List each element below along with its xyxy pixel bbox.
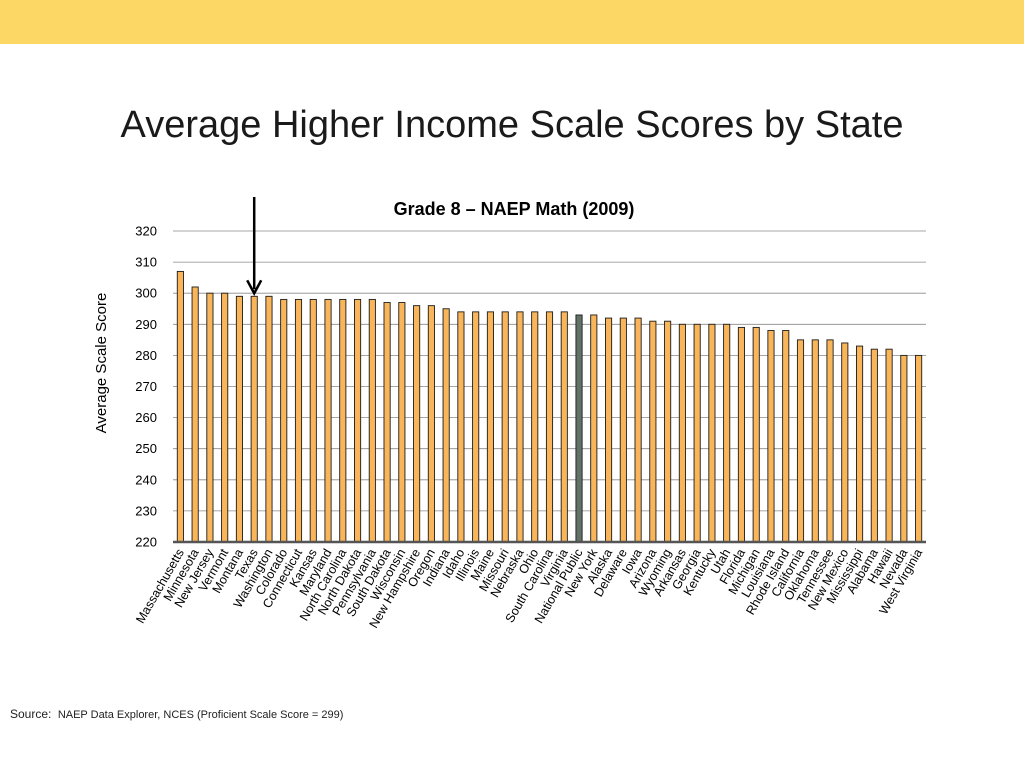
bar [737, 326, 745, 543]
bar [294, 298, 303, 543]
bar [752, 326, 760, 543]
bar [206, 292, 214, 543]
bar [870, 348, 878, 543]
bar [590, 314, 598, 543]
bar [605, 317, 613, 543]
bar [664, 320, 672, 543]
bar [324, 298, 332, 543]
bar [811, 339, 819, 543]
bar [176, 270, 184, 543]
bar [841, 342, 849, 543]
bar [575, 314, 583, 543]
bar [235, 295, 243, 543]
y-tick-label: 310 [135, 255, 157, 270]
bar [280, 298, 288, 543]
bar [398, 302, 406, 543]
bar [678, 323, 686, 543]
top-banner [0, 0, 1024, 44]
y-tick-label: 300 [135, 286, 157, 301]
bar [457, 311, 465, 543]
source-note: Source: NAEP Data Explorer, NCES (Profic… [10, 705, 343, 723]
y-tick-label: 240 [135, 472, 157, 487]
bar [427, 305, 435, 543]
bar [354, 298, 362, 543]
y-tick-label: 320 [135, 224, 157, 239]
y-tick-label: 220 [135, 535, 157, 550]
bar [619, 317, 627, 543]
bar [191, 286, 199, 543]
bar [339, 298, 347, 543]
y-tick-label: 230 [135, 503, 157, 518]
y-tick-label: 270 [135, 379, 157, 394]
bar [885, 348, 893, 543]
bar [634, 317, 642, 543]
bar [856, 345, 864, 543]
bar [250, 295, 258, 543]
bar [501, 311, 509, 543]
chart-title: Grade 8 – NAEP Math (2009) [394, 199, 635, 219]
bar [767, 330, 775, 543]
bar [383, 302, 391, 543]
source-label: Source: [10, 707, 52, 721]
bar [309, 298, 317, 543]
y-tick-label: 280 [135, 348, 157, 363]
bar [221, 292, 229, 543]
bar [413, 305, 421, 543]
bar [265, 295, 273, 543]
y-tick-label: 250 [135, 441, 157, 456]
bar [693, 323, 701, 543]
bar [486, 311, 494, 543]
bar [915, 354, 923, 543]
y-tick-label: 290 [135, 317, 157, 332]
bar [649, 320, 657, 543]
bar [368, 298, 376, 543]
bar [472, 311, 480, 543]
bar [560, 311, 568, 543]
down-arrow-icon [246, 197, 263, 296]
bar [826, 339, 834, 543]
y-axis-label: Average Scale Score [93, 293, 110, 434]
bar [545, 311, 554, 543]
bar [531, 311, 539, 543]
bar [782, 330, 790, 543]
bar [708, 323, 716, 543]
bar [723, 323, 731, 543]
slide-title: Average Higher Income Scale Scores by St… [120, 104, 904, 146]
y-tick-label: 260 [135, 410, 157, 425]
bar [900, 354, 908, 543]
source-text: NAEP Data Explorer, NCES (Proficient Sca… [57, 709, 344, 721]
bar [442, 308, 450, 543]
bar [796, 339, 805, 543]
bar [516, 311, 524, 543]
